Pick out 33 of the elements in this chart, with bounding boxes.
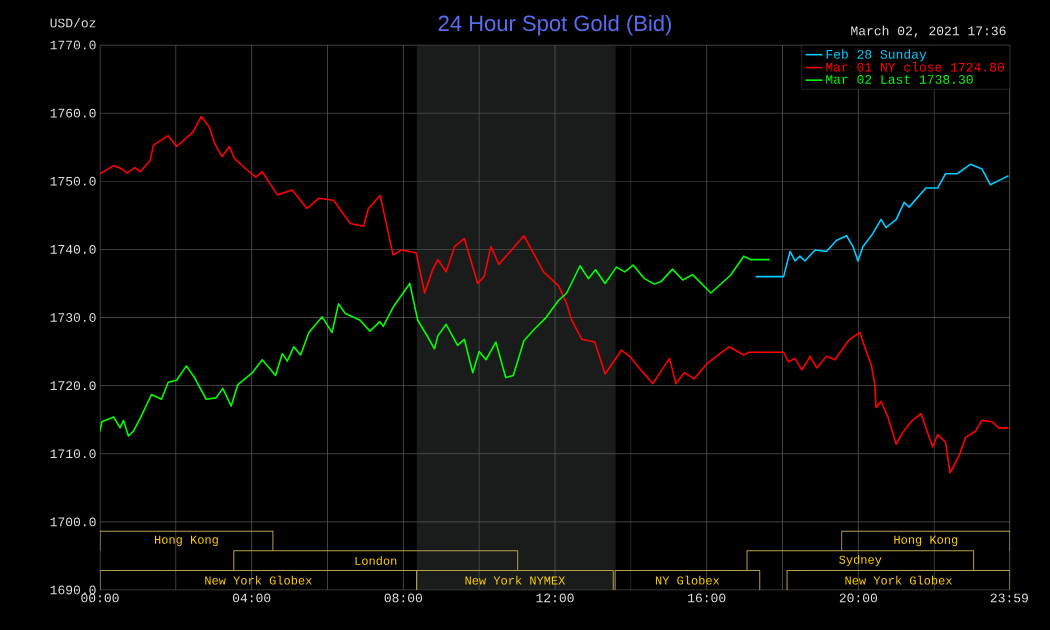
line-series — [100, 115, 1010, 474]
annotation: Hong Kong — [155, 535, 218, 547]
y-tick-label: 1710.0 — [50, 449, 96, 459]
chart-subtitle: March 02, 2021 17:36 — [851, 25, 1006, 38]
annotation: Hong Kong — [894, 535, 958, 547]
chart-title: 24 Hour Spot Gold (Bid) — [438, 14, 671, 36]
annotation: New York Globex — [845, 575, 952, 585]
x-tick-label: 23:59 — [990, 593, 1028, 603]
y-tick-label: 1730.0 — [50, 313, 96, 322]
line-series — [754, 163, 1010, 278]
annotation: Sydney — [839, 554, 882, 567]
annotation: New York NYMEX — [465, 575, 566, 585]
x-tick-label: 08:00 — [384, 593, 423, 603]
y-tick-label: 1690.0 — [50, 585, 96, 595]
annotation: London — [355, 556, 397, 565]
y-tick-label: 1750.0 — [50, 176, 96, 186]
x-tick-label: 04:00 — [232, 593, 271, 603]
x-tick-label: 12:00 — [536, 593, 574, 603]
x-tick-label: 00:00 — [81, 593, 119, 603]
x-tick-label: 20:00 — [839, 593, 878, 603]
y-tick-label: 1770.0 — [50, 40, 96, 50]
annotation: New York Globex — [205, 575, 312, 585]
line-series — [100, 255, 771, 437]
legend-label: Mar 01 NY close 1724.80 — [826, 62, 1004, 72]
y-tick-label: 1760.0 — [50, 108, 96, 118]
y-tick-label: 1700.0 — [50, 517, 96, 527]
y-axis-title: USD/oz — [50, 17, 96, 28]
legend-label: Feb 28 Sunday — [826, 49, 927, 62]
legend-label: Mar 02 Last 1738.30 — [826, 75, 973, 84]
annotation: NY Globex — [655, 575, 720, 585]
y-tick-label: 1740.0 — [50, 244, 96, 254]
x-tick-label: 16:00 — [688, 593, 726, 603]
y-tick-label: 1720.0 — [50, 381, 96, 391]
